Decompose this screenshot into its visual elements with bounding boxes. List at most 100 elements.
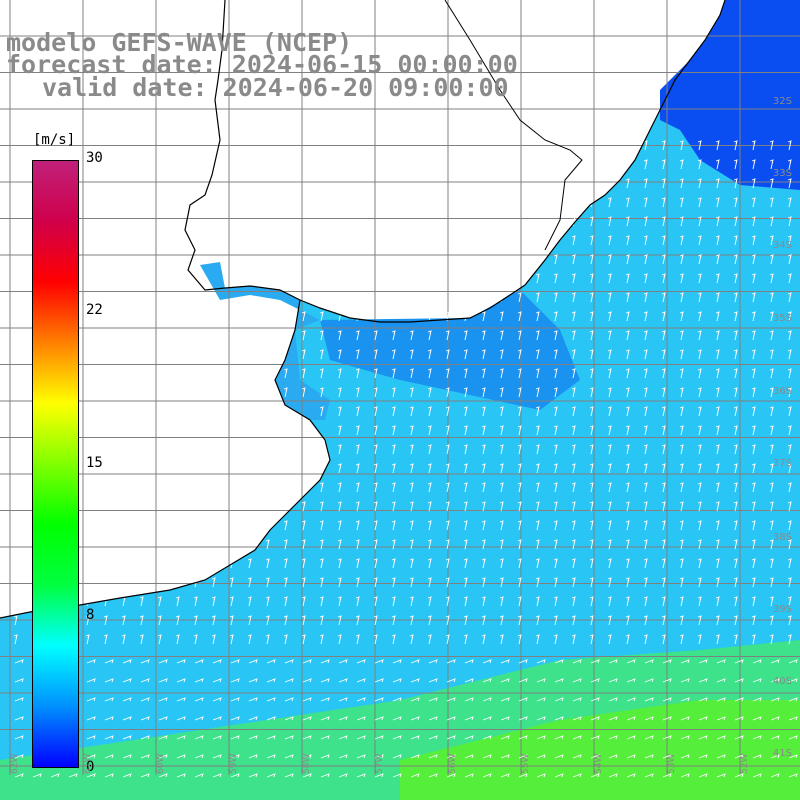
wind-arrow [697,387,702,398]
wind-arrow [751,292,756,303]
wind-arrow [751,596,756,607]
wind-arrow [607,444,612,455]
wind-arrow [445,596,450,607]
wind-arrows [13,140,798,778]
wind-arrow [553,463,558,474]
wind-arrow [751,254,756,265]
wind-arrow [319,501,324,512]
wind-arrow [770,773,780,778]
wind-arrow [571,368,576,379]
wind-arrow [787,520,792,531]
wind-arrow [85,615,90,626]
wind-arrow [517,501,522,512]
wind-arrow [122,659,132,664]
wind-arrow [410,678,420,683]
wind-arrow [104,735,114,740]
wind-arrow [122,754,132,759]
wind-arrow [679,178,684,189]
wind-arrow [373,596,378,607]
wind-arrow [571,330,576,341]
wind-arrow [122,697,132,702]
wind-arrow [319,596,324,607]
wind-arrow [769,368,774,379]
wind-arrow [176,735,186,740]
wind-arrow [643,539,648,550]
wind-arrow [410,697,420,702]
wind-arrow [608,697,618,702]
wind-arrow [122,678,132,683]
wind-arrow [589,197,594,208]
wind-arrow [590,716,600,721]
wind-arrow [464,697,474,702]
wind-arrow [535,558,540,569]
wind-arrow [175,634,180,645]
wind-arrow [445,387,450,398]
wind-arrow [787,235,792,246]
wind-arrow [176,754,186,759]
wind-arrow [733,577,738,588]
wind-arrow [373,368,378,379]
wind-arrow [445,368,450,379]
wind-arrow [464,716,474,721]
wind-arrow [500,754,510,759]
wind-arrow [481,577,486,588]
wind-arrow [769,577,774,588]
wind-arrow [409,444,414,455]
wind-arrow [715,463,720,474]
wind-arrow [373,558,378,569]
colorbar-tick: 15 [86,455,103,471]
wind-arrow [553,501,558,512]
wind-arrow [463,425,468,436]
wind-arrow [626,697,636,702]
lat-label: 32S [772,96,792,107]
wind-arrow [643,216,648,227]
low-wind-area [660,0,800,190]
lon-label: 52W [740,753,750,774]
wind-arrow [715,254,720,265]
wind-arrow [607,520,612,531]
wind-arrow [481,387,486,398]
wind-arrow [104,716,114,721]
wind-arrow [463,520,468,531]
wind-arrow [697,596,702,607]
wind-arrow [625,501,630,512]
wind-arrow [284,659,294,664]
wind-arrow [535,387,540,398]
wind-arrow [644,773,654,778]
wind-arrow [661,520,666,531]
wind-arrow [571,634,576,645]
wind-arrow [518,735,528,740]
wind-arrow [463,463,468,474]
wind-arrow [679,463,684,474]
wind-arrow [337,349,342,360]
wind-arrow [787,330,792,341]
wind-arrow [715,596,720,607]
wind-arrow [463,349,468,360]
wind-arrow [211,577,216,588]
wind-arrow [373,501,378,512]
wind-arrow [697,539,702,550]
wind-arrow [536,754,546,759]
wind-arrow [337,539,342,550]
wind-arrow [409,368,414,379]
wind-arrow [788,697,798,702]
wind-arrow [284,754,294,759]
wind-arrow [535,463,540,474]
wind-arrow [337,577,342,588]
wind-arrow [481,615,486,626]
wind-arrow [607,406,612,417]
wind-arrow [787,539,792,550]
wind-arrow [697,159,702,170]
wind-arrow [301,520,306,531]
wind-arrow [427,596,432,607]
wind-arrow [625,216,630,227]
wind-arrow [212,659,222,664]
wind-arrow [517,577,522,588]
wind-arrow [769,482,774,493]
wind-arrow [625,444,630,455]
wind-arrow [409,596,414,607]
wind-arrow [589,577,594,588]
wind-arrow [751,140,756,151]
wind-arrow [553,520,558,531]
